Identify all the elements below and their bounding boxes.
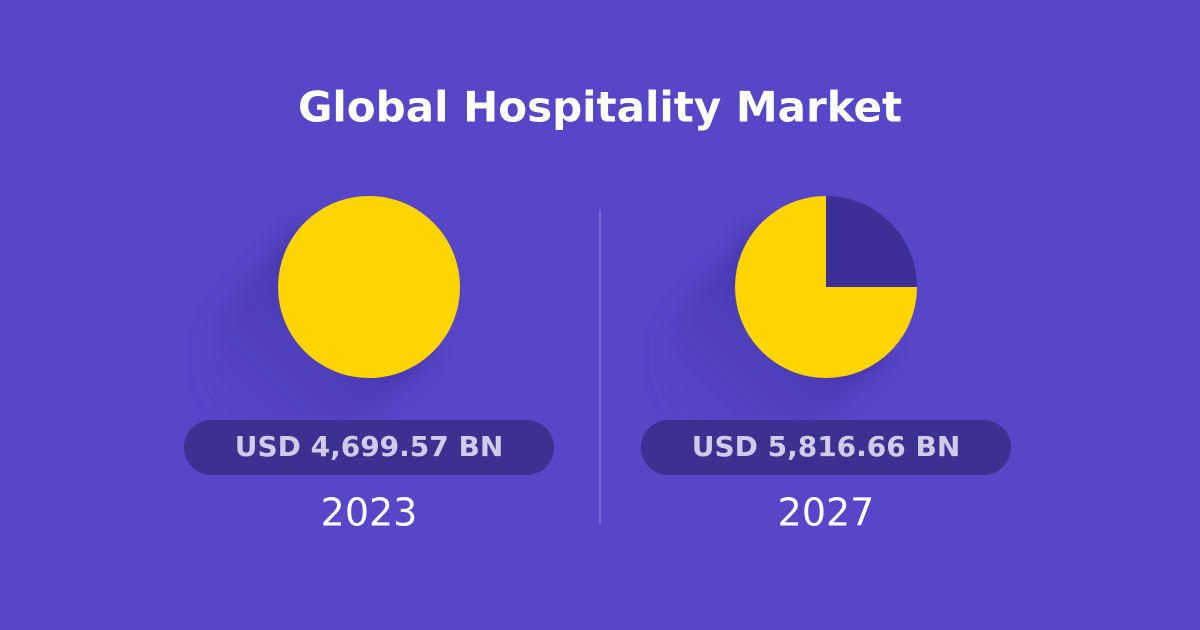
pie-slice: [735, 196, 917, 378]
pie-slice: [826, 196, 917, 287]
value-pill: [184, 420, 554, 475]
title: Global Hospitality Market: [298, 83, 902, 132]
year-label: 2027: [778, 491, 875, 535]
pie-slice: [278, 196, 460, 378]
year-label: 2023: [321, 491, 418, 535]
value-pill: [641, 420, 1011, 475]
value-label: USD 5,816.66 BN: [692, 430, 961, 463]
value-label: USD 4,699.57 BN: [235, 430, 504, 463]
